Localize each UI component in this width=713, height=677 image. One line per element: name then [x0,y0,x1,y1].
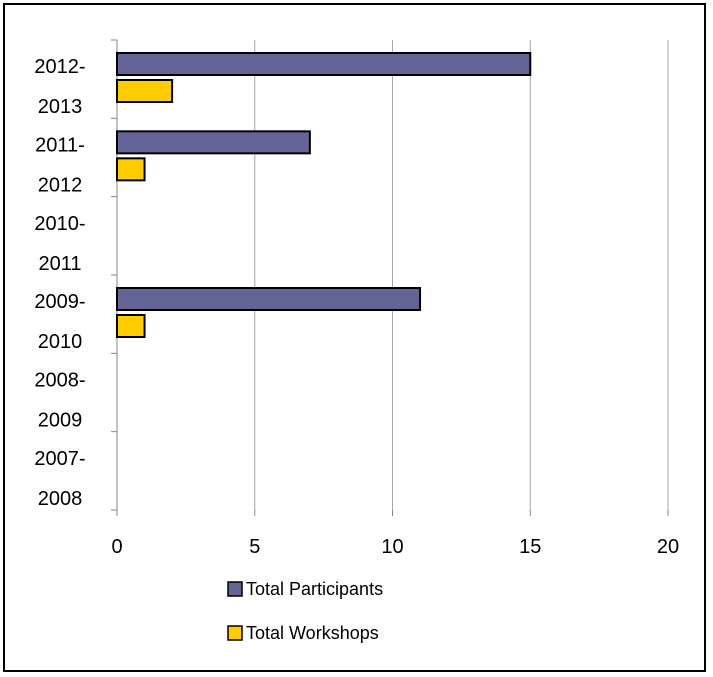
legend-swatch-total-participants [227,581,243,597]
legend: Total Participants Total Workshops [227,579,383,643]
bar-total-participants-20122013 [116,52,532,76]
legend-swatch-total-workshops [227,625,243,641]
x-tick-label: 15 [519,536,541,558]
bar-total-workshops-20112012 [116,157,146,182]
y-tick-label: 2009-2010 [34,291,85,353]
bar-total-participants-20112012 [116,130,311,155]
axes [111,39,669,516]
x-tick-label: 20 [657,536,679,558]
y-tick-label: 2008-2009 [34,370,85,432]
x-tick-label: 10 [381,536,403,558]
bar-total-workshops-20092010 [116,314,146,338]
y-tick-label: 2012-2013 [34,56,85,118]
y-tick-label: 2007-2008 [34,448,85,510]
bar-total-participants-20092010 [116,287,422,311]
gridlines [254,40,669,510]
y-tick-label: 2011-2012 [35,135,85,197]
bar-total-workshops-20122013 [116,79,174,103]
tick-labels: 2012-2013 2011-2012 2010-2011 2009-2010 2008… [34,56,679,558]
x-tick-label: 0 [111,536,122,558]
y-tick-label: 2010-2011 [34,213,85,275]
bars [116,52,532,338]
legend-label-total-workshops: Total Workshops [246,623,379,643]
legend-label-total-participants: Total Participants [246,579,383,599]
x-tick-label: 5 [249,536,260,558]
